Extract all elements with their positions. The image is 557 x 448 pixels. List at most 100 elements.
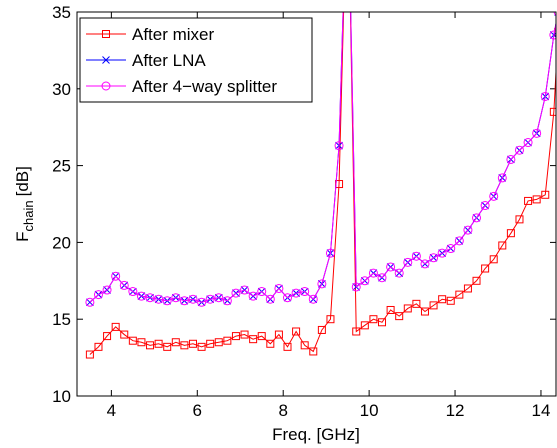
marker <box>292 327 301 336</box>
marker <box>188 339 197 348</box>
marker <box>231 332 240 341</box>
marker <box>85 297 95 307</box>
marker <box>300 287 310 297</box>
marker <box>497 173 507 183</box>
marker <box>283 293 293 303</box>
x-tick-label: 12 <box>446 401 465 420</box>
marker <box>249 335 258 344</box>
marker <box>378 318 387 327</box>
marker <box>274 283 284 293</box>
marker <box>454 236 464 246</box>
marker <box>549 107 556 116</box>
marker <box>145 293 155 303</box>
marker <box>180 341 189 350</box>
y-tick-label: 20 <box>52 233 71 252</box>
x-tick-label: 6 <box>193 401 202 420</box>
marker <box>498 241 507 250</box>
marker <box>395 312 404 321</box>
marker <box>549 30 556 40</box>
y-label-main: F <box>13 231 32 241</box>
marker <box>154 294 164 304</box>
marker <box>541 190 550 199</box>
marker <box>291 288 301 298</box>
marker <box>171 338 180 347</box>
y-tick-label: 25 <box>52 157 71 176</box>
marker <box>489 255 498 264</box>
marker <box>394 268 404 278</box>
marker <box>128 336 137 345</box>
x-axis-label: Freq. [GHz] <box>272 425 360 444</box>
marker <box>351 282 361 292</box>
marker <box>369 315 378 324</box>
marker <box>523 138 533 148</box>
y-tick-label: 35 <box>52 3 71 22</box>
marker <box>506 154 516 164</box>
marker <box>420 259 430 269</box>
marker <box>325 248 335 258</box>
marker <box>326 315 335 324</box>
marker <box>162 296 172 306</box>
legend-marker <box>102 56 110 64</box>
x-tick-label: 4 <box>107 401 116 420</box>
marker <box>188 294 198 304</box>
marker <box>437 248 447 258</box>
marker <box>438 295 447 304</box>
marker <box>163 342 172 351</box>
marker <box>248 291 258 301</box>
legend-marker <box>102 30 110 38</box>
marker <box>274 330 283 339</box>
marker <box>360 276 370 286</box>
marker <box>506 229 515 238</box>
marker <box>154 339 163 348</box>
marker <box>214 338 223 347</box>
marker <box>429 253 439 263</box>
marker <box>360 321 369 330</box>
marker <box>85 350 94 359</box>
x-tick-label: 14 <box>532 401 551 420</box>
marker <box>197 297 207 307</box>
marker <box>119 280 129 290</box>
marker <box>455 290 464 299</box>
marker <box>446 244 456 254</box>
legend-marker <box>101 81 111 91</box>
legend-label: After LNA <box>132 51 206 70</box>
marker <box>171 293 181 303</box>
marker <box>240 330 249 339</box>
legend-label: After 4−way splitter <box>132 77 277 96</box>
marker <box>222 296 232 306</box>
marker <box>223 336 232 345</box>
series-line <box>89 12 556 355</box>
marker <box>300 341 309 350</box>
y-tick-label: 10 <box>52 387 71 406</box>
marker <box>489 191 499 201</box>
y-tick-label: 30 <box>52 80 71 99</box>
marker <box>368 268 378 278</box>
marker <box>206 339 215 348</box>
marker <box>412 299 421 308</box>
marker <box>411 251 421 261</box>
marker <box>403 304 412 313</box>
marker <box>532 195 541 204</box>
marker <box>136 291 146 301</box>
marker <box>515 215 524 224</box>
marker <box>102 285 112 295</box>
marker <box>214 293 224 303</box>
marker <box>514 145 524 155</box>
marker <box>524 196 533 205</box>
series-line <box>89 12 556 303</box>
marker <box>317 279 327 289</box>
marker <box>352 327 361 336</box>
marker <box>111 322 120 331</box>
marker <box>93 290 103 300</box>
marker <box>377 273 387 283</box>
legend-label: After mixer <box>132 25 215 44</box>
marker <box>111 271 121 281</box>
marker <box>257 332 266 341</box>
y-axis-label: Fchain [dB] <box>13 166 36 242</box>
marker <box>463 225 473 235</box>
marker <box>334 141 344 151</box>
marker <box>128 287 138 297</box>
marker <box>137 338 146 347</box>
y-label-unit: [dB] <box>13 166 32 196</box>
